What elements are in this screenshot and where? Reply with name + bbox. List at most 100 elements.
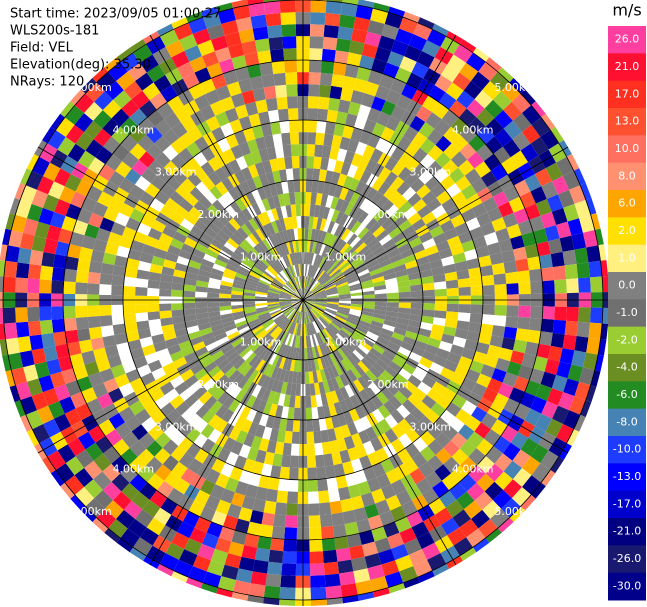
radar-gate [280,256,288,269]
radar-gate [298,323,302,336]
radar-gate [401,83,418,100]
radar-gate [2,228,12,246]
radar-gate [447,235,462,248]
radar-gate [229,385,242,399]
radar-gate [503,479,522,499]
radar-gate [303,296,315,300]
spoke [37,299,304,454]
radar-gate [280,304,292,310]
radar-gate [279,587,296,600]
radar-gate [171,532,190,550]
radar-gate [179,387,194,402]
radar-gate [556,156,574,176]
radar-gate [147,473,165,491]
radar-gate [275,232,283,245]
radar-gate [294,395,301,408]
radar-gate [431,204,447,219]
radar-gate [350,90,365,105]
radar-gate [445,311,459,321]
radar-gate [303,296,315,300]
radar-gate [241,167,253,181]
radar-gate [2,354,12,372]
radar-gate [328,352,338,365]
radar-gate [309,36,324,49]
colorbar-swatch [608,490,646,519]
radar-gate [277,393,286,407]
radar-gate [230,144,244,160]
radar-gate [258,313,271,321]
radar-gate [380,387,394,401]
radar-gate [461,239,476,253]
radar-gate [281,24,297,37]
radar-gate [282,332,290,345]
radar-gate [153,74,172,93]
radar-gate [285,382,292,396]
radar-gate [376,229,389,242]
radar-gate [287,254,293,267]
radar-gate [518,282,531,295]
radar-gate [304,371,310,384]
radar-gate [334,315,347,323]
radar-gate [321,276,332,286]
radar-gate [329,267,340,277]
radar-gate [184,192,199,207]
radar-gate [281,319,290,330]
radar-gate [42,388,60,406]
radar-gate [19,350,35,368]
radar-gate [450,344,465,357]
radar-gate [234,455,247,470]
radar-gate [186,157,201,173]
colorbar-tick-label: 26.0 [615,33,640,46]
radar-gate [140,372,156,386]
radar-gate [459,62,479,81]
radar-gate [311,308,321,318]
radar-gate [289,334,295,347]
radar-gate [296,371,302,384]
radar-gate [393,390,408,405]
radar-gate [118,177,135,194]
colorbar-tick-label: -30.0 [613,579,641,592]
radar-gate [114,212,130,227]
radar-gate [434,119,452,136]
radar-gate [336,438,348,452]
radar-gate [284,307,294,316]
radar-gate [307,455,317,468]
radar-gate [438,340,453,353]
radar-gate [128,339,142,352]
radar-gate [141,167,157,184]
radar-gate [360,357,373,370]
radar-gate [194,368,208,381]
radar-gate [255,306,268,312]
radar-gate [314,292,326,297]
radar-gate [318,381,326,395]
radar-gate [252,498,266,513]
radar-gate [578,277,591,293]
radar-gate [17,247,32,264]
radar-gate [173,321,187,331]
radar-gate [522,105,541,125]
radar-gate [255,261,267,271]
radar-gate [211,73,227,90]
radar-gate [173,478,191,495]
radar-gate [433,310,447,319]
radar-gate [324,416,334,430]
radar-gate [355,346,367,358]
radar-gate [579,214,595,233]
radar-gate [189,527,207,544]
radar-gate [222,148,236,163]
radar-gate [183,308,196,316]
radar-gate [207,204,221,218]
radar-gate [413,249,428,260]
radar-gate [551,375,568,393]
radar-gate [321,259,331,271]
radar-gate [236,343,249,355]
radar-gate [266,377,275,391]
radar-gate [299,335,303,348]
radar-gate [265,12,282,27]
radar-gate [338,486,351,501]
range-ring-label: 1.00km [325,335,367,348]
radar-gate [159,288,172,297]
radar-gate [207,365,221,378]
radar-gate [204,361,218,374]
radar-gate [58,228,73,244]
